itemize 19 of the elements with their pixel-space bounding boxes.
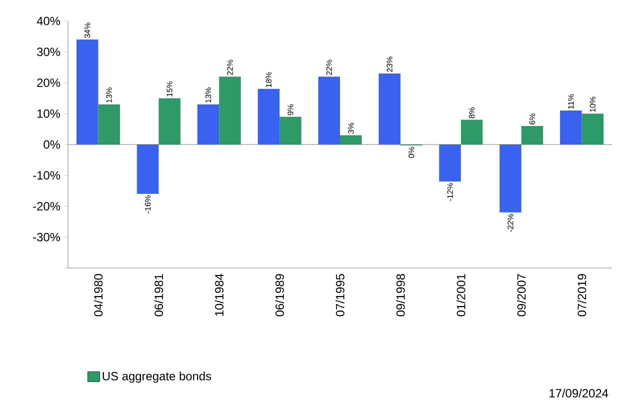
x-tick-label: 04/1980 bbox=[94, 274, 103, 316]
y-tick-label: -30% bbox=[33, 232, 60, 242]
y-tick-label: 10% bbox=[37, 109, 60, 118]
y-tick-label: 20% bbox=[37, 78, 60, 87]
legend-label: US aggregate bonds bbox=[102, 372, 212, 383]
x-tick-label: 10/1984 bbox=[214, 274, 224, 316]
x-tick-label: 06/1989 bbox=[275, 274, 284, 316]
x-tick-label: 07/2019 bbox=[577, 274, 586, 316]
text: 17/09/2024 bbox=[550, 388, 608, 398]
x-tick-label: 09/2007 bbox=[516, 274, 526, 316]
y-tick-label: 30% bbox=[37, 48, 60, 56]
x-tick-label: 07/1995 bbox=[336, 274, 344, 316]
x-tick-label: 01/2001 bbox=[456, 274, 466, 316]
x-tick-label: 09/1998 bbox=[396, 274, 405, 316]
x-tick-label: 06/1981 bbox=[154, 274, 164, 316]
y-tick-label: 40% bbox=[36, 16, 60, 26]
y-tick-label: -20% bbox=[33, 202, 60, 210]
y-tick-label: -10% bbox=[33, 171, 60, 180]
y-tick-label: 0% bbox=[44, 140, 60, 149]
